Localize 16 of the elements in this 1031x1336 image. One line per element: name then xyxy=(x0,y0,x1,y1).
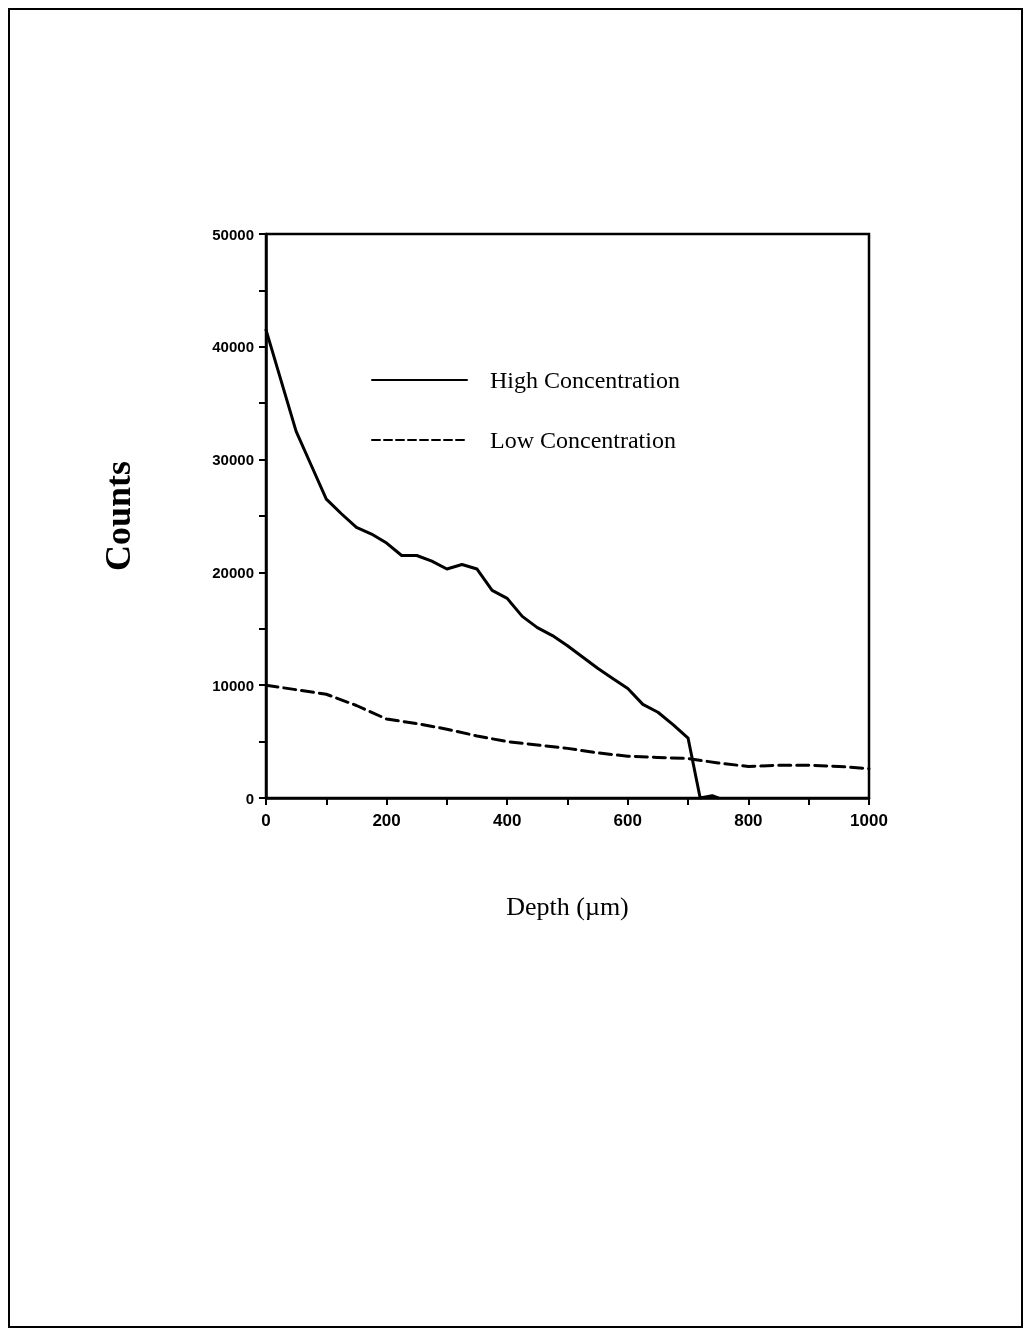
x-tick-label: 600 xyxy=(613,811,642,830)
x-axis-title: Depth (µm) xyxy=(506,891,629,921)
x-tick-label: 200 xyxy=(372,811,401,830)
y-axis-title: Counts xyxy=(98,460,138,572)
y-tick-label: 20000 xyxy=(212,563,254,581)
legend-label: High Concentration xyxy=(490,367,680,393)
legend-label: Low Concentration xyxy=(490,427,676,453)
y-tick-label: 50000 xyxy=(212,225,254,243)
x-tick-label: 1000 xyxy=(850,811,888,830)
x-tick-label: 0 xyxy=(261,811,271,830)
y-tick-label: 10000 xyxy=(212,676,254,694)
x-tick-label: 400 xyxy=(493,811,522,830)
y-tick-label: 0 xyxy=(245,789,254,807)
y-tick-label: 40000 xyxy=(212,338,254,356)
y-tick-label: 30000 xyxy=(212,451,254,469)
x-tick-label: 800 xyxy=(734,811,763,830)
